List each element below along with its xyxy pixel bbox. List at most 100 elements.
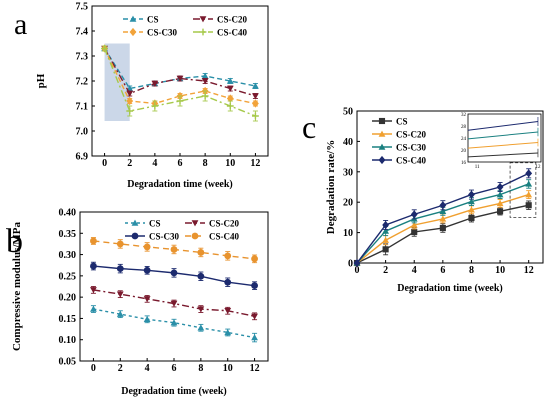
shaded-region <box>104 43 130 121</box>
legend-label: CS-C20 <box>217 15 248 25</box>
legend-item: CS-C40 <box>193 28 248 38</box>
data-point <box>439 207 447 215</box>
data-point <box>224 278 232 286</box>
x-tick-label: 10 <box>225 158 235 169</box>
x-tick-label: 8 <box>469 265 474 276</box>
data-point <box>251 255 258 263</box>
inset-x-tick-label: 12 <box>535 165 541 170</box>
data-point <box>151 80 159 87</box>
y-tick-label: 0.40 <box>59 208 77 219</box>
y-tick-label: 0.20 <box>59 293 77 304</box>
data-point <box>126 107 134 115</box>
x-tick-label: 10 <box>223 363 233 374</box>
data-point <box>439 201 447 210</box>
inset-series-line <box>467 121 539 131</box>
panel-label: a <box>14 8 27 41</box>
data-point <box>252 99 259 108</box>
data-point <box>497 208 504 215</box>
series-cs-c30 <box>90 261 258 290</box>
data-point <box>224 308 232 315</box>
y-tick-label: 7.3 <box>76 52 89 63</box>
y-tick-label: 7.1 <box>76 102 89 113</box>
legend-marker <box>191 220 199 227</box>
y-tick-label: 6.9 <box>76 152 89 163</box>
series-cs <box>353 200 532 267</box>
inset-y-tick-label: 20 <box>461 149 467 154</box>
y-tick-label: 0.25 <box>59 271 77 282</box>
x-tick-label: 4 <box>412 265 417 276</box>
x-axis-label: Degradation time (week) <box>127 179 233 190</box>
data-point <box>439 215 447 222</box>
data-point <box>251 313 258 320</box>
x-tick-label: 0 <box>102 158 107 169</box>
y-tick-label: 0.30 <box>59 250 77 261</box>
data-point <box>252 112 259 120</box>
x-tick-label: 2 <box>127 158 132 169</box>
data-point <box>353 258 361 268</box>
legend-label: CS-C40 <box>209 232 240 242</box>
data-point <box>468 190 475 199</box>
series-cs-c40 <box>101 45 259 122</box>
data-point <box>143 296 151 303</box>
data-point <box>90 262 97 270</box>
x-tick-label: 6 <box>178 158 183 169</box>
legend-marker <box>191 232 199 240</box>
data-point <box>116 240 124 248</box>
inset-y-tick-label: 32 <box>461 113 467 118</box>
data-point <box>252 93 259 100</box>
data-point <box>90 305 97 312</box>
data-point <box>116 265 124 273</box>
data-point <box>224 252 232 260</box>
data-point <box>143 315 151 322</box>
data-point <box>410 221 418 228</box>
x-tick-label: 4 <box>145 363 150 374</box>
y-tick-label: 7.5 <box>76 2 89 13</box>
legend-label: CS-C40 <box>217 28 248 38</box>
y-tick-label: 0.15 <box>59 314 77 325</box>
data-point <box>468 214 475 222</box>
data-point <box>197 249 205 256</box>
data-point <box>525 180 533 187</box>
data-point <box>226 77 234 84</box>
series-cs-c40 <box>353 168 533 268</box>
data-point <box>252 82 259 89</box>
data-point <box>197 272 205 280</box>
data-point <box>226 102 234 110</box>
data-point <box>90 287 97 294</box>
inset-y-tick-label: 24 <box>461 137 467 142</box>
x-tick-label: 2 <box>118 363 123 374</box>
data-point <box>176 97 184 105</box>
y-axis-label: Degradation rate/% <box>325 140 337 234</box>
data-point <box>468 206 475 213</box>
inset-series-line <box>467 142 538 149</box>
legend-item: CS-C40 <box>372 156 427 166</box>
legend-marker <box>131 219 139 226</box>
data-point <box>101 45 108 52</box>
data-point <box>525 169 533 178</box>
legend-label: CS <box>147 15 159 25</box>
data-point <box>201 72 209 79</box>
legend-label: CS <box>149 219 161 229</box>
y-tick-label: 0.05 <box>59 357 77 368</box>
legend-item: CS <box>372 117 408 127</box>
data-point <box>90 237 97 245</box>
data-point <box>201 78 209 85</box>
data-point <box>439 224 446 232</box>
legend-label: CS-C30 <box>147 28 178 38</box>
data-point <box>382 236 390 243</box>
data-point <box>496 200 504 207</box>
inset-x-tick-label: 11 <box>475 165 480 170</box>
inset-y-tick-label: 16 <box>461 161 467 166</box>
y-tick-label: 40 <box>343 137 353 148</box>
data-point <box>251 282 258 290</box>
zoom-box <box>509 162 537 218</box>
data-point <box>126 96 134 106</box>
x-tick-label: 0 <box>91 363 96 374</box>
series-cs-c20 <box>90 286 258 321</box>
data-point <box>224 329 232 336</box>
legend-label: CS-C30 <box>149 232 180 242</box>
data-point <box>197 324 205 331</box>
x-tick-label: 2 <box>383 265 388 276</box>
x-tick-label: 0 <box>355 265 360 276</box>
